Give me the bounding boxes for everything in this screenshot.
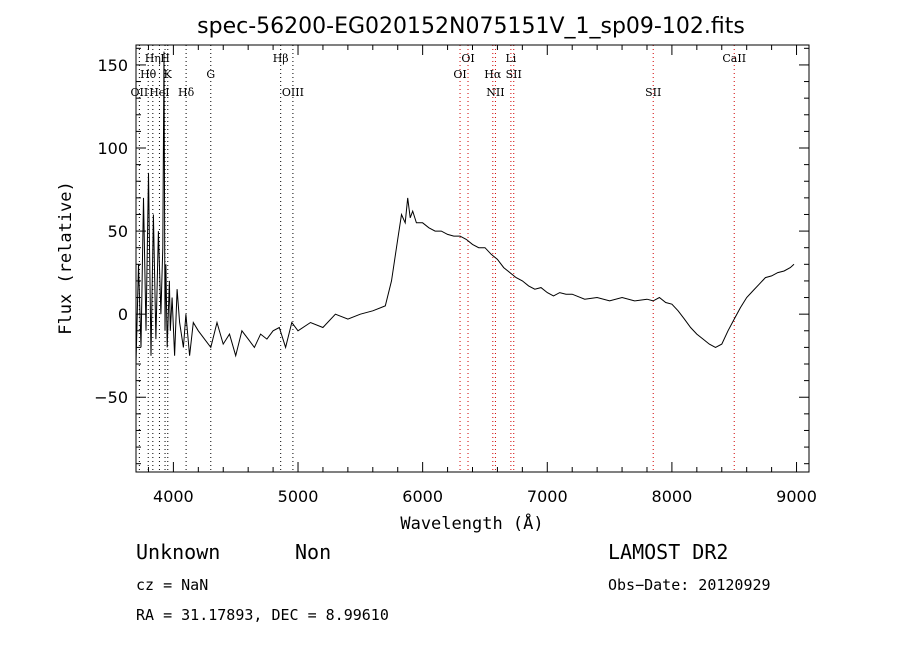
x-tick-label: 6000 (402, 487, 443, 506)
line-label: Hβ (273, 52, 289, 65)
line-label: CaII (722, 52, 746, 65)
x-tick-label: 5000 (278, 487, 319, 506)
y-tick-label: 150 (97, 56, 128, 75)
coordinates: RA = 31.17893, DEC = 8.99610 (136, 606, 389, 624)
x-tick-label: 9000 (776, 487, 817, 506)
line-label: Hη (145, 52, 161, 65)
line-label: Hθ (140, 68, 157, 81)
x-axis-label: Wavelength (Å) (400, 512, 543, 534)
spectral-subclass: Non (295, 540, 331, 564)
line-label: SII (506, 68, 522, 81)
line-label: Hδ (178, 86, 195, 99)
line-label: HeI (149, 86, 169, 99)
x-tick-label: 8000 (652, 487, 693, 506)
y-tick-label: −50 (94, 388, 128, 407)
x-tick-label: 7000 (527, 487, 568, 506)
redshift-value: cz = NaN (136, 576, 208, 594)
spectral-class: Unknown (136, 540, 220, 564)
plot-frame (135, 44, 810, 473)
chart-title: spec-56200-EG020152N075151V_1_sp09-102.f… (197, 14, 745, 39)
survey-name: LAMOST DR2 (608, 540, 728, 564)
line-label: Li (505, 52, 516, 65)
spectrum-line (135, 51, 795, 365)
line-label: H (160, 52, 170, 65)
line-label: G (206, 68, 215, 81)
y-tick-label: 50 (108, 222, 128, 241)
x-tick-label: 4000 (153, 487, 194, 506)
line-label: OII (131, 86, 149, 99)
y-axis-ticks: −50 0 50 100 150 (94, 47, 809, 465)
observation-date: Obs−Date: 20120929 (608, 576, 771, 594)
reference-lines (138, 45, 735, 472)
y-tick-label: 0 (118, 305, 128, 324)
line-label: NII (486, 86, 504, 99)
line-labels: Hη HHθ K G OII HeI Hδ Hβ OIII OI OI Hα NII Li SII SII Ca… (131, 52, 747, 99)
line-label: OI (461, 52, 474, 65)
x-axis-ticks: 4000 5000 6000 7000 8000 9000 (147, 45, 817, 506)
line-label: SII (645, 86, 661, 99)
line-label: K (164, 68, 173, 81)
y-axis-label: Flux (relative) (56, 181, 76, 335)
line-label: OIII (282, 86, 304, 99)
y-tick-label: 100 (97, 139, 128, 158)
line-label: OI (453, 68, 466, 81)
line-label: Hα (484, 68, 502, 81)
